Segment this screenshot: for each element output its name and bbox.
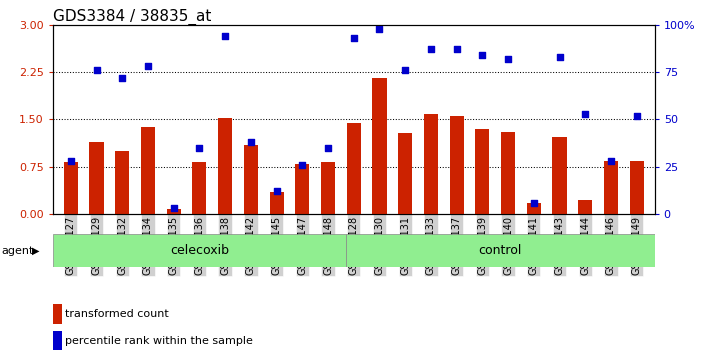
Point bbox=[245, 139, 256, 145]
Bar bbox=[629, 160, 643, 214]
Point bbox=[451, 47, 463, 52]
Bar bbox=[372, 79, 386, 214]
Text: GDS3384 / 38835_at: GDS3384 / 38835_at bbox=[53, 9, 211, 25]
Point bbox=[65, 158, 77, 164]
Point bbox=[91, 67, 102, 73]
Point bbox=[579, 111, 591, 116]
Point bbox=[220, 33, 231, 39]
Point bbox=[528, 200, 539, 206]
Point bbox=[554, 54, 565, 60]
Bar bbox=[192, 162, 206, 214]
Bar bbox=[346, 122, 361, 214]
Bar bbox=[527, 203, 541, 214]
Bar bbox=[53, 234, 346, 267]
Text: ▶: ▶ bbox=[32, 246, 40, 256]
Text: agent: agent bbox=[1, 246, 34, 256]
Text: control: control bbox=[479, 244, 522, 257]
Point bbox=[142, 64, 153, 69]
Point bbox=[503, 56, 514, 62]
Bar bbox=[295, 164, 309, 214]
Bar bbox=[141, 127, 155, 214]
Point bbox=[194, 145, 205, 151]
Point bbox=[605, 158, 617, 164]
Bar bbox=[450, 116, 464, 214]
Point bbox=[296, 162, 308, 168]
Point bbox=[477, 52, 488, 58]
Point bbox=[374, 26, 385, 32]
Bar bbox=[578, 200, 592, 214]
Bar bbox=[115, 151, 130, 214]
Bar bbox=[270, 192, 284, 214]
Bar bbox=[244, 145, 258, 214]
Bar bbox=[321, 162, 335, 214]
Bar bbox=[346, 234, 655, 267]
Bar bbox=[475, 129, 489, 214]
Point bbox=[322, 145, 334, 151]
Bar bbox=[501, 132, 515, 214]
Bar bbox=[167, 209, 181, 214]
Point bbox=[400, 67, 411, 73]
Point bbox=[348, 35, 359, 41]
Point bbox=[168, 206, 180, 211]
Text: transformed count: transformed count bbox=[65, 309, 169, 319]
Text: percentile rank within the sample: percentile rank within the sample bbox=[65, 336, 253, 346]
Text: celecoxib: celecoxib bbox=[170, 244, 229, 257]
Bar bbox=[218, 118, 232, 214]
Bar bbox=[64, 162, 78, 214]
Bar bbox=[398, 133, 413, 214]
Point bbox=[631, 113, 642, 119]
Bar bbox=[553, 137, 567, 214]
Bar bbox=[424, 114, 438, 214]
Bar bbox=[89, 142, 103, 214]
Point bbox=[271, 189, 282, 194]
Point bbox=[425, 47, 436, 52]
Bar bbox=[604, 160, 618, 214]
Point bbox=[117, 75, 128, 81]
